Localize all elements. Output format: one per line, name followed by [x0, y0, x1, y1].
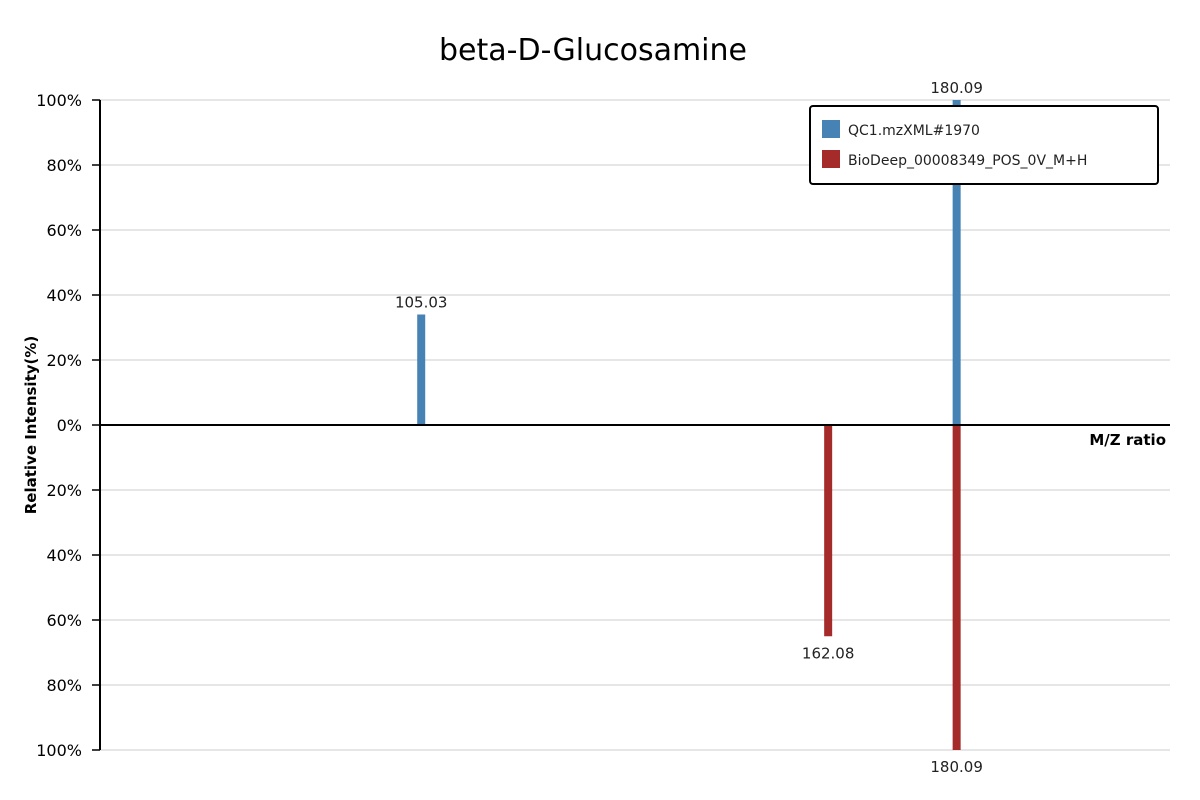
x-axis-label: M/Z ratio	[1089, 431, 1166, 449]
legend-box	[809, 105, 1159, 185]
legend-swatch	[822, 150, 840, 168]
y-tick-label: 40%	[46, 546, 82, 565]
peak-bar-down	[952, 425, 961, 750]
peak-label: 180.09	[930, 79, 983, 97]
y-tick-label: 20%	[46, 351, 82, 370]
grid	[100, 99, 1170, 751]
peak-bar-up	[952, 100, 961, 425]
y-tick-label: 80%	[46, 156, 82, 175]
y-tick-label: 60%	[46, 611, 82, 630]
chart-title: beta-D-Glucosamine	[439, 33, 747, 68]
peak-bar-down	[824, 425, 833, 637]
legend-entry: BioDeep_00008349_POS_0V_M+H	[848, 153, 1087, 169]
peak-label: 180.09	[930, 758, 983, 776]
legend-entry: QC1.mzXML#1970	[848, 123, 980, 139]
legend-swatch	[822, 120, 840, 138]
y-tick-label: 60%	[46, 221, 82, 240]
y-tick-label: 0%	[57, 416, 82, 435]
y-tick-label: 100%	[36, 741, 82, 760]
y-tick-label: 40%	[46, 286, 82, 305]
y-tick-label: 100%	[36, 91, 82, 110]
y-tick-label: 80%	[46, 676, 82, 695]
legend: QC1.mzXML#1970 BioDeep_00008349_POS_0V_M+…	[809, 105, 1159, 185]
y-axis-label: Relative Intensity(%)	[22, 336, 40, 515]
peak-label: 105.03	[395, 294, 448, 312]
peak-bar-up	[417, 314, 426, 425]
peak-label: 162.08	[802, 644, 855, 662]
peaks: 105.03 180.09 162.08 180.09	[395, 79, 983, 776]
y-axis-ticks: 100% 80% 60% 40% 20% 0% 20% 40% 60% 80% 100%	[36, 91, 100, 760]
y-tick-label: 20%	[46, 481, 82, 500]
